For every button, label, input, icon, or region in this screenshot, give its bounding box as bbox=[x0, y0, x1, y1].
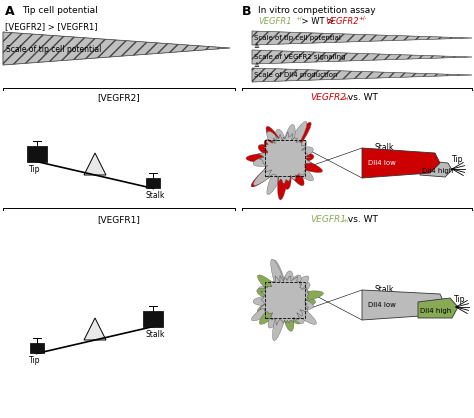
Polygon shape bbox=[362, 290, 445, 320]
Polygon shape bbox=[288, 306, 301, 324]
Polygon shape bbox=[251, 152, 292, 187]
Polygon shape bbox=[282, 162, 291, 189]
Polygon shape bbox=[275, 129, 286, 153]
Polygon shape bbox=[273, 293, 288, 341]
Text: Dll4 low: Dll4 low bbox=[368, 160, 396, 166]
Polygon shape bbox=[418, 298, 458, 318]
Text: Tip cell potential: Tip cell potential bbox=[22, 6, 98, 15]
Polygon shape bbox=[278, 151, 289, 200]
Text: [VEGFR2] > [VEGFR1]: [VEGFR2] > [VEGFR1] bbox=[5, 22, 98, 31]
Polygon shape bbox=[290, 147, 313, 158]
Polygon shape bbox=[289, 282, 310, 298]
Text: Stalk: Stalk bbox=[146, 191, 165, 201]
Polygon shape bbox=[258, 145, 280, 157]
Polygon shape bbox=[282, 297, 316, 324]
Polygon shape bbox=[254, 153, 290, 186]
Text: Stalk: Stalk bbox=[375, 143, 394, 152]
Text: VEGFR2: VEGFR2 bbox=[325, 18, 359, 26]
Text: vs. WT: vs. WT bbox=[345, 93, 378, 102]
Polygon shape bbox=[253, 296, 282, 306]
FancyBboxPatch shape bbox=[144, 311, 164, 326]
Polygon shape bbox=[288, 304, 304, 324]
Text: VEGFR1: VEGFR1 bbox=[310, 215, 346, 224]
FancyBboxPatch shape bbox=[146, 178, 161, 189]
Text: A: A bbox=[5, 5, 15, 18]
Polygon shape bbox=[3, 32, 230, 65]
Text: Scale of tip cell potential: Scale of tip cell potential bbox=[6, 44, 101, 54]
Text: > WT >: > WT > bbox=[299, 18, 337, 26]
Text: Tip: Tip bbox=[454, 295, 465, 304]
Polygon shape bbox=[291, 299, 313, 309]
Polygon shape bbox=[258, 132, 311, 184]
Polygon shape bbox=[246, 153, 289, 163]
Bar bbox=[265, 282, 305, 318]
Text: +/-: +/- bbox=[295, 15, 304, 20]
Text: [VEGFR2]: [VEGFR2] bbox=[98, 93, 140, 102]
Text: Stalk: Stalk bbox=[375, 285, 394, 294]
Polygon shape bbox=[84, 318, 106, 340]
Text: Dll4 high: Dll4 high bbox=[422, 168, 453, 174]
Polygon shape bbox=[267, 131, 284, 155]
Polygon shape bbox=[362, 148, 440, 178]
Polygon shape bbox=[281, 121, 307, 164]
Polygon shape bbox=[281, 291, 323, 303]
FancyBboxPatch shape bbox=[29, 344, 44, 354]
Text: Scale of Dll4 production: Scale of Dll4 production bbox=[254, 72, 337, 78]
Text: +/-: +/- bbox=[342, 95, 351, 100]
Polygon shape bbox=[251, 297, 289, 321]
Polygon shape bbox=[281, 155, 323, 173]
Polygon shape bbox=[252, 31, 472, 45]
Polygon shape bbox=[286, 276, 309, 299]
Polygon shape bbox=[273, 260, 288, 306]
Text: +/-: +/- bbox=[358, 15, 366, 20]
Text: In vitro competition assay: In vitro competition assay bbox=[258, 6, 375, 15]
Polygon shape bbox=[257, 275, 286, 301]
Text: VEGFR1: VEGFR1 bbox=[258, 18, 292, 26]
Polygon shape bbox=[253, 155, 283, 166]
Text: [VEGFR1]: [VEGFR1] bbox=[98, 215, 140, 224]
Polygon shape bbox=[283, 271, 293, 295]
Text: Dll4 low: Dll4 low bbox=[368, 302, 396, 308]
Polygon shape bbox=[288, 165, 301, 181]
Polygon shape bbox=[290, 296, 316, 306]
Polygon shape bbox=[268, 303, 284, 328]
Text: Scale of VEGFR2 signaling: Scale of VEGFR2 signaling bbox=[254, 54, 346, 60]
Text: Stalk: Stalk bbox=[146, 329, 165, 339]
Text: +/-: +/- bbox=[342, 217, 351, 222]
Bar bbox=[265, 140, 305, 176]
Text: B: B bbox=[242, 5, 252, 18]
Text: vs. WT: vs. WT bbox=[345, 215, 378, 224]
Polygon shape bbox=[257, 288, 280, 300]
Polygon shape bbox=[420, 160, 452, 177]
Text: Tip: Tip bbox=[29, 357, 40, 365]
Polygon shape bbox=[258, 286, 280, 299]
Polygon shape bbox=[266, 126, 286, 159]
Polygon shape bbox=[252, 50, 472, 64]
Text: Tip: Tip bbox=[29, 165, 40, 173]
Text: ≙: ≙ bbox=[253, 44, 259, 51]
Polygon shape bbox=[283, 303, 294, 331]
Text: VEGFR2: VEGFR2 bbox=[310, 93, 346, 102]
Polygon shape bbox=[291, 140, 307, 154]
Polygon shape bbox=[279, 122, 311, 166]
Polygon shape bbox=[292, 152, 314, 162]
Text: Dll4 high: Dll4 high bbox=[420, 308, 451, 314]
Polygon shape bbox=[271, 259, 289, 307]
Polygon shape bbox=[264, 140, 279, 153]
Polygon shape bbox=[267, 153, 288, 195]
Polygon shape bbox=[259, 300, 285, 324]
Polygon shape bbox=[252, 68, 472, 82]
Polygon shape bbox=[284, 157, 313, 181]
Polygon shape bbox=[283, 125, 295, 157]
Text: Tip: Tip bbox=[452, 155, 464, 164]
Polygon shape bbox=[287, 275, 301, 295]
Polygon shape bbox=[260, 275, 309, 325]
Polygon shape bbox=[84, 153, 106, 175]
FancyBboxPatch shape bbox=[27, 145, 46, 161]
Text: Scale of tip cell potential: Scale of tip cell potential bbox=[254, 35, 341, 41]
Polygon shape bbox=[257, 301, 281, 314]
Polygon shape bbox=[285, 160, 304, 186]
Text: ≙: ≙ bbox=[253, 63, 259, 69]
